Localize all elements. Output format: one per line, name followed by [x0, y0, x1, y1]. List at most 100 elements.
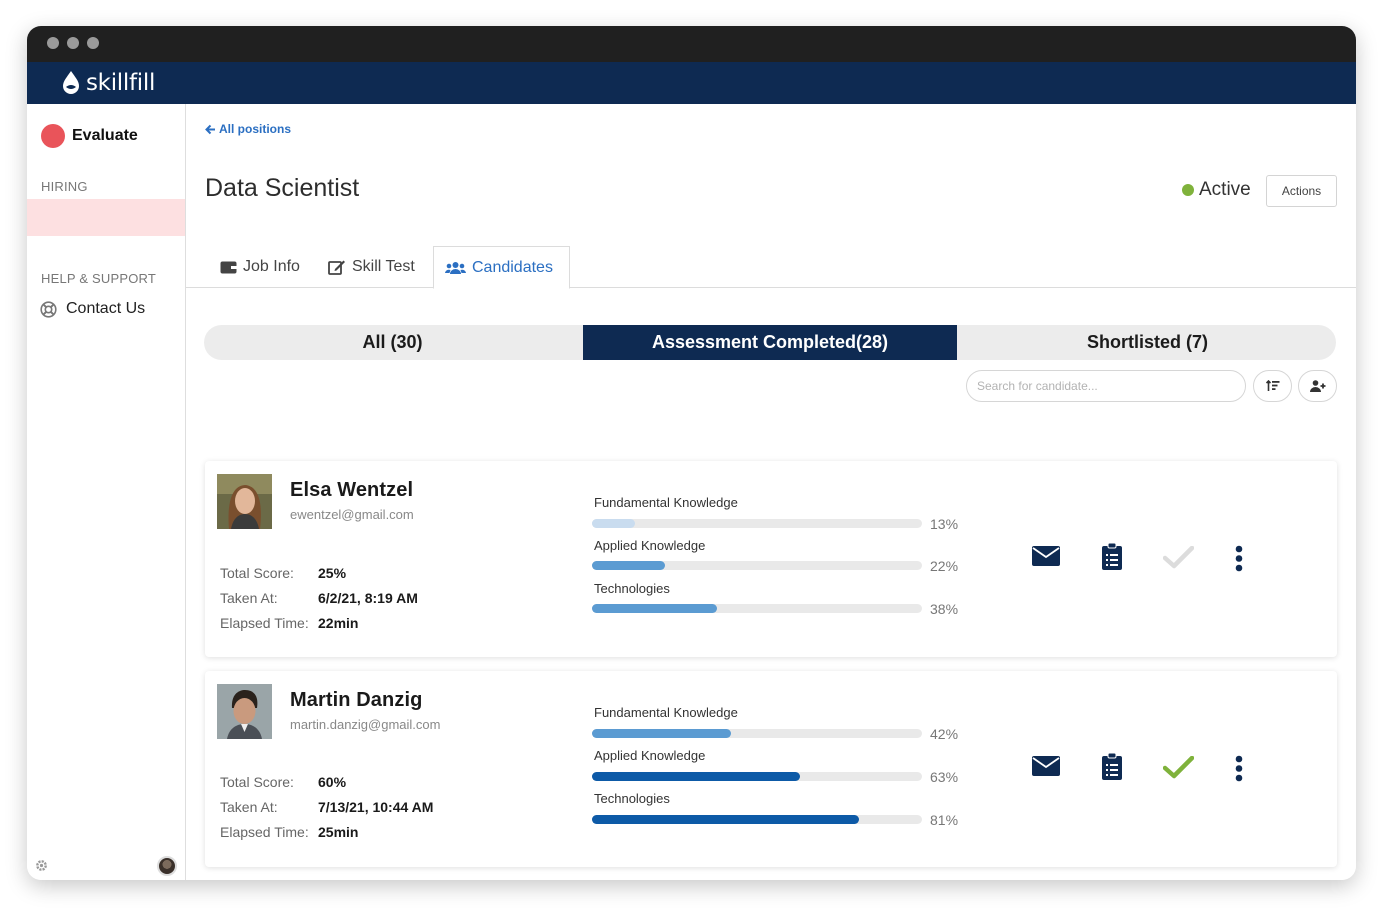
page-title: Data Scientist	[205, 174, 360, 202]
candidate-card[interactable]: Elsa Wentzel ewentzel@gmail.com Total Sc…	[205, 461, 1337, 657]
wallet-icon	[220, 261, 237, 274]
window-maximize-dot[interactable]	[87, 37, 99, 49]
skill-progress-bar	[592, 604, 922, 613]
window-close-dot[interactable]	[47, 37, 59, 49]
clipboard-icon[interactable]	[1102, 543, 1122, 570]
drop-logo-icon	[63, 71, 79, 94]
candidate-photo	[217, 684, 272, 739]
all-positions-label: All positions	[219, 122, 291, 136]
skill-percent: 13%	[930, 516, 959, 532]
user-plus-icon	[1309, 380, 1325, 392]
all-positions-link[interactable]: All positions	[205, 122, 291, 136]
evaluate-label: Evaluate	[72, 127, 138, 144]
candidate-name[interactable]: Elsa Wentzel	[290, 479, 414, 501]
sort-button[interactable]	[1253, 370, 1292, 402]
users-icon	[445, 261, 466, 274]
candidate-card[interactable]: Martin Danzig martin.danzig@gmail.com To…	[205, 671, 1337, 867]
skill-percent: 81%	[930, 812, 959, 828]
skill-progress-bar	[592, 815, 922, 824]
edit-icon	[328, 260, 345, 275]
total-score-label: Total Score:	[220, 565, 294, 581]
skill-progress-fill	[592, 604, 718, 613]
help-section-label: HELP & SUPPORT	[41, 271, 157, 286]
candidate-email: ewentzel@gmail.com	[290, 507, 414, 522]
status-label: Active	[1199, 179, 1251, 200]
skill-progress-bar	[592, 729, 922, 738]
taken-at-value: 7/13/21, 10:44 AM	[318, 799, 434, 815]
window-minimize-dot[interactable]	[67, 37, 79, 49]
settings-gear-icon[interactable]	[35, 859, 48, 872]
candidate-name[interactable]: Martin Danzig	[290, 689, 423, 711]
taken-at-value: 6/2/21, 8:19 AM	[318, 590, 418, 606]
sidebar: Evaluate HIRING HELP & SUPPORT Contact U…	[27, 104, 186, 880]
skill-progress-bar	[592, 519, 922, 528]
skill-percent: 63%	[930, 769, 959, 785]
tab-skill-test[interactable]: Skill Test	[328, 246, 415, 288]
total-score-value: 60%	[318, 774, 347, 790]
skill-percent: 42%	[930, 726, 959, 742]
skill-progress-fill	[592, 561, 665, 570]
main-content: All positions Data Scientist Active Acti…	[186, 104, 1356, 880]
app-window: skillfill Evaluate HIRING HELP & SUPPORT…	[27, 26, 1356, 880]
elapsed-time-value: 22min	[318, 615, 359, 631]
elapsed-time-label: Elapsed Time:	[220, 615, 309, 631]
skill-label: Applied Knowledge	[594, 538, 706, 553]
evaluate-dot-icon	[41, 124, 65, 148]
hiring-section-label: HIRING	[41, 179, 88, 194]
more-options-icon[interactable]	[1235, 545, 1243, 572]
tab-job-info[interactable]: Job Info	[220, 246, 300, 288]
shortlist-check-icon[interactable]	[1163, 546, 1194, 569]
elapsed-time-value: 25min	[318, 824, 359, 840]
hiring-selected-item[interactable]	[27, 199, 185, 236]
shortlist-check-icon[interactable]	[1163, 756, 1194, 779]
elapsed-time-label: Elapsed Time:	[220, 824, 309, 840]
candidate-photo	[217, 474, 272, 529]
total-score-label: Total Score:	[220, 774, 294, 790]
total-score-value: 25%	[318, 565, 347, 581]
filter-shortlisted-button[interactable]: Shortlisted (7)	[1086, 332, 1208, 352]
tab-candidates-label: Candidates	[472, 258, 553, 276]
sort-icon	[1265, 380, 1279, 391]
candidate-filter-segment: All (30) Assessment Completed(28) Shortl…	[204, 325, 1336, 360]
contact-us-label: Contact Us	[66, 300, 146, 317]
evaluate-nav-item[interactable]: Evaluate	[41, 124, 138, 148]
filter-all-button[interactable]: All (30)	[362, 332, 423, 352]
arrow-left-icon	[205, 124, 215, 134]
lifebuoy-icon	[40, 300, 57, 318]
top-app-bar: skillfill	[27, 62, 1356, 104]
skill-progress-bar	[592, 772, 922, 781]
position-tabs: Job Info Skill Test Candidates	[186, 246, 1356, 289]
filter-assessment-completed-button[interactable]: Assessment Completed(28)	[583, 325, 957, 360]
position-status: Active	[1182, 179, 1251, 201]
contact-us-item[interactable]: Contact Us	[40, 300, 145, 318]
skill-progress-fill	[592, 815, 860, 824]
user-avatar[interactable]	[157, 856, 177, 876]
skill-label: Applied Knowledge	[594, 748, 706, 763]
status-dot-icon	[1182, 184, 1194, 196]
actions-button[interactable]: Actions	[1266, 175, 1337, 207]
taken-at-label: Taken At:	[220, 590, 278, 606]
taken-at-label: Taken At:	[220, 799, 278, 815]
skill-label: Fundamental Knowledge	[594, 705, 738, 720]
skill-label: Technologies	[594, 581, 670, 596]
more-options-icon[interactable]	[1235, 755, 1243, 782]
candidate-search-input[interactable]: Search for candidate...	[966, 370, 1246, 402]
skill-percent: 38%	[930, 601, 959, 617]
skill-progress-fill	[592, 772, 800, 781]
brand-logo[interactable]: skillfill	[61, 69, 155, 97]
brand-name: skillfill	[86, 70, 156, 96]
title-bar	[27, 26, 1356, 62]
tab-candidates[interactable]: Candidates	[433, 246, 570, 289]
tab-job-info-label: Job Info	[243, 258, 300, 275]
skill-progress-bar	[592, 561, 922, 570]
email-icon[interactable]	[1032, 546, 1060, 566]
skill-progress-fill	[592, 729, 731, 738]
clipboard-icon[interactable]	[1102, 753, 1122, 780]
tab-skill-test-label: Skill Test	[352, 258, 415, 275]
email-icon[interactable]	[1032, 756, 1060, 776]
add-candidate-button[interactable]	[1298, 370, 1337, 402]
skill-percent: 22%	[930, 558, 959, 574]
skill-label: Technologies	[594, 791, 670, 806]
candidate-email: martin.danzig@gmail.com	[290, 717, 441, 732]
skill-progress-fill	[592, 519, 635, 528]
